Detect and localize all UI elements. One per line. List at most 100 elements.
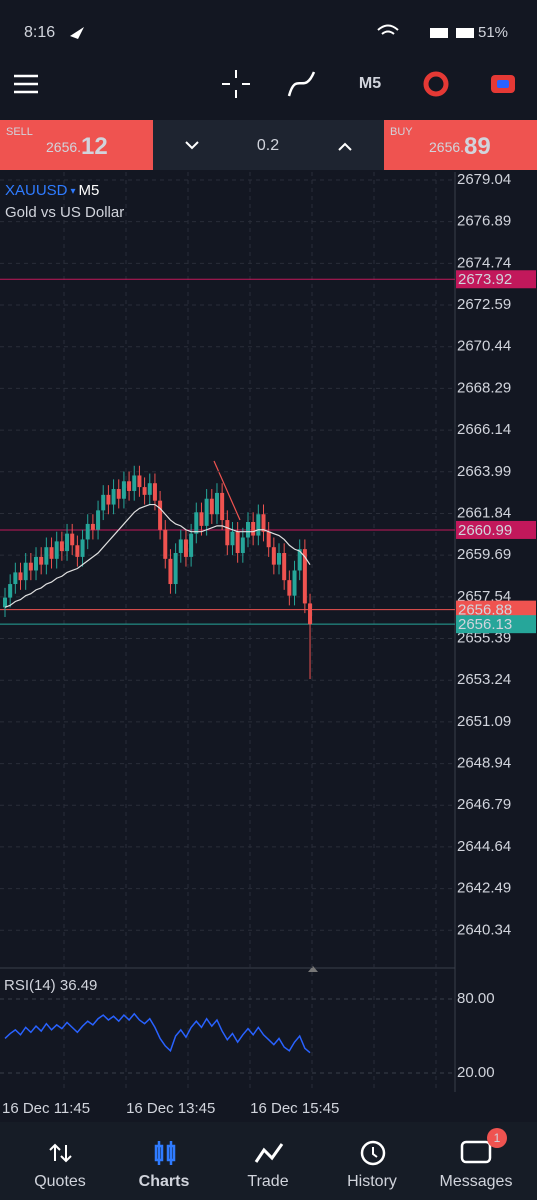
rsi-tick-label: 80.00	[457, 990, 495, 1007]
nav-item[interactable]: Quotes	[34, 1173, 86, 1190]
panel-resize-handle[interactable]	[308, 966, 318, 972]
buy-label: BUY	[390, 126, 413, 138]
timeframe-button[interactable]: M5	[359, 75, 381, 92]
trendline	[213, 460, 241, 521]
nav-item[interactable]: History	[347, 1173, 397, 1190]
y-tick-label: 2657.54	[457, 588, 511, 605]
candle-body	[8, 584, 13, 598]
candle-body	[235, 531, 240, 554]
sell-label: SELL	[6, 126, 33, 138]
candle-body	[173, 553, 178, 585]
candle-body	[85, 523, 90, 540]
candle-body	[308, 603, 313, 625]
candle-body	[18, 572, 23, 581]
indicators-button[interactable]	[287, 71, 316, 97]
candle-body	[189, 533, 194, 557]
price-line-label: 2656.13	[458, 616, 512, 633]
candle-body	[282, 553, 287, 581]
messages-badge-count: 1	[494, 1131, 501, 1145]
candle-body	[297, 549, 302, 571]
quotes-icon	[49, 1143, 72, 1163]
candle-body	[277, 553, 282, 565]
y-tick-label: 2672.59	[457, 296, 511, 313]
candle-body	[220, 492, 225, 521]
signal-icon	[456, 28, 474, 38]
candle-body	[168, 558, 173, 585]
candle-body	[240, 537, 245, 554]
candle-body	[59, 541, 64, 552]
candle-body	[183, 539, 188, 557]
price-line-tag	[456, 615, 536, 634]
candle-body	[209, 498, 214, 515]
candle-body	[163, 529, 168, 559]
candle-body	[44, 547, 49, 565]
candle-body	[54, 541, 59, 559]
x-tick-label: 16 Dec 13:45	[126, 1100, 215, 1117]
bottom-nav	[0, 1122, 537, 1200]
sell-button[interactable]	[0, 120, 153, 170]
messages-badge	[487, 1128, 507, 1148]
candle-body	[13, 572, 18, 585]
history-icon	[360, 1140, 386, 1166]
buy-button[interactable]	[384, 120, 537, 170]
price-line-tag	[456, 520, 536, 539]
vertical-grid	[63, 172, 437, 1092]
x-tick-label: 16 Dec 15:45	[250, 1100, 339, 1117]
y-tick-label: 2640.34	[457, 921, 511, 938]
candle-body	[271, 547, 276, 565]
volume-down[interactable]	[185, 141, 199, 150]
candle-body	[3, 597, 7, 608]
candle-body	[292, 570, 297, 596]
candle-body	[147, 483, 152, 495]
candle-body	[121, 481, 126, 499]
status-time: 8:16	[24, 24, 55, 41]
rsi-name: RSI(14)	[4, 977, 56, 994]
sell-price-big: 12	[81, 133, 108, 160]
volume-value[interactable]: 0.2	[257, 137, 279, 154]
y-tick-label: 2661.84	[457, 504, 511, 521]
candle-body	[106, 494, 111, 505]
candle-body	[287, 580, 292, 596]
nav-item[interactable]: Trade	[247, 1173, 288, 1190]
menu-button[interactable]	[14, 74, 38, 94]
candle-body	[230, 531, 235, 546]
y-tick-label: 2674.74	[457, 254, 511, 271]
charts-icon	[154, 1141, 176, 1165]
wifi-icon	[377, 24, 399, 35]
volume-up[interactable]	[338, 142, 352, 151]
nav-item[interactable]: Charts	[139, 1173, 190, 1190]
candle-body	[116, 489, 121, 499]
candle-body	[251, 521, 256, 536]
y-tick-label: 2655.39	[457, 629, 511, 646]
y-tick-label: 2651.09	[457, 713, 511, 730]
candle-body	[199, 512, 204, 526]
y-tick-label: 2659.69	[457, 546, 511, 563]
price-line-tag	[456, 270, 536, 289]
x-tick-label: 16 Dec 11:45	[2, 1100, 90, 1117]
trade-icon	[254, 1143, 284, 1163]
candle-body	[204, 498, 209, 526]
sell-price: 2656.12	[46, 133, 108, 160]
history-icon-hands	[372, 1147, 378, 1158]
symbol-arrow: ▾	[71, 186, 76, 197]
price-line-label: 2660.99	[458, 522, 512, 539]
y-tick-label: 2668.29	[457, 379, 511, 396]
rsi-line	[4, 1012, 311, 1054]
buy-price: 2656.89	[429, 133, 491, 160]
candle-body	[65, 533, 70, 552]
battery-level: 51%	[478, 24, 508, 41]
candle-body	[127, 481, 132, 491]
symbol: XAUUSD	[5, 182, 68, 199]
chart-timeframe: M5	[79, 182, 100, 199]
trade-button[interactable]	[423, 71, 449, 97]
moving-average	[4, 503, 311, 608]
status-icon	[70, 27, 84, 39]
sell-price-main: 2656.	[46, 139, 81, 155]
price-line-label: 2673.92	[458, 271, 512, 288]
rsi-current: 36.49	[60, 977, 98, 994]
nav-labels: Quotes Charts Trade History Messages	[34, 1173, 512, 1190]
candle-body	[111, 489, 116, 505]
y-tick-label: 2642.49	[457, 880, 511, 897]
nav-item[interactable]: Messages	[440, 1173, 513, 1190]
crosshair-button[interactable]	[222, 70, 250, 98]
